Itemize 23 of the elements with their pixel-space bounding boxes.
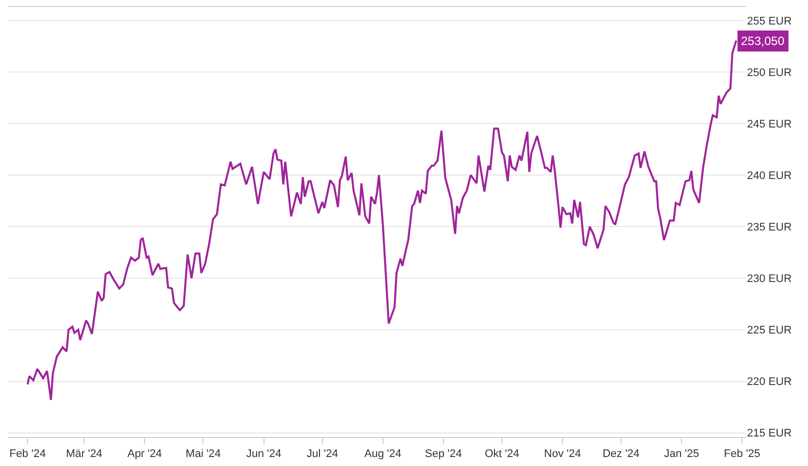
x-tick-label: Feb '24: [9, 448, 46, 460]
x-tick-label: Nov '24: [544, 448, 581, 460]
x-tick-label: Apr '24: [127, 448, 162, 460]
y-tick-label: 235 EUR: [747, 221, 792, 234]
y-tick-label: 255 EUR: [747, 15, 792, 28]
x-tick-label: Okt '24: [484, 448, 520, 460]
y-tick-label: 250 EUR: [747, 66, 792, 79]
y-tick-label: 245 EUR: [747, 118, 792, 130]
y-tick-label: 230 EUR: [747, 273, 792, 286]
x-tick-label: Jun '24: [246, 448, 282, 460]
y-tick-label: 240 EUR: [747, 170, 792, 182]
x-tick-label: Mai '24: [186, 448, 221, 460]
x-tick-label: Dez '24: [602, 448, 640, 460]
y-tick-label: 220 EUR: [747, 376, 792, 388]
annotation: 253,050: [741, 34, 785, 48]
x-tick-label: Sep '24: [424, 448, 462, 460]
x-tick-label: Aug '24: [364, 448, 402, 460]
y-tick-label: 215 EUR: [747, 428, 792, 440]
x-tick-label: Feb '25: [724, 448, 760, 460]
x-tick-label: Jan '25: [664, 448, 700, 460]
y-tick-label: 225 EUR: [747, 324, 792, 337]
x-tick-label: Jul '24: [306, 448, 338, 460]
x-tick-label: Mär '24: [66, 448, 102, 460]
